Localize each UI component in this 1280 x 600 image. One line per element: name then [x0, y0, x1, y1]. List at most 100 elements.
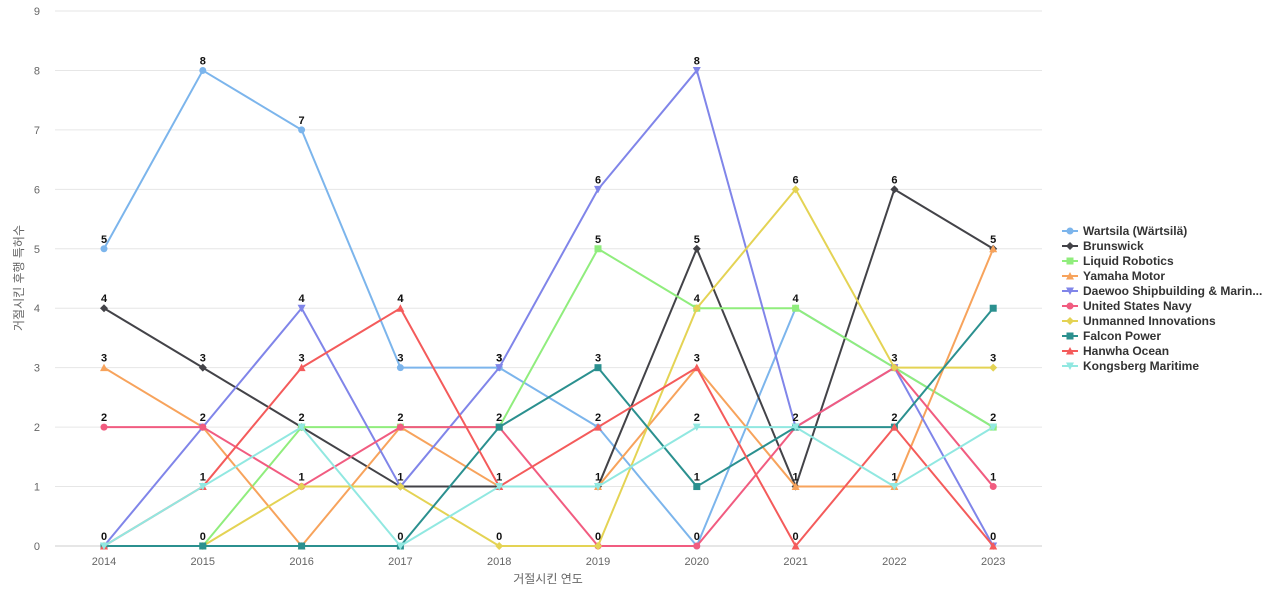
data-label: 3: [496, 353, 502, 365]
legend-label: Falcon Power: [1083, 329, 1161, 343]
data-label: 2: [299, 412, 305, 424]
data-point: [692, 363, 701, 372]
legend-marker: [1066, 242, 1074, 250]
data-point: [495, 483, 504, 491]
x-tick-label: 2017: [388, 556, 412, 568]
data-label: 3: [101, 353, 107, 365]
y-tick-label: 9: [34, 6, 40, 18]
data-point: [989, 483, 997, 491]
data-point: [100, 542, 108, 550]
data-label: 1: [990, 472, 996, 484]
data-point: [396, 364, 404, 372]
data-label: 6: [595, 174, 601, 186]
data-label: 4: [101, 293, 108, 305]
legend-marker: [1066, 332, 1074, 340]
data-label: 5: [990, 234, 996, 246]
data-point: [297, 363, 306, 372]
data-point: [693, 483, 701, 491]
x-tick-label: 2021: [783, 556, 807, 568]
data-label: 3: [397, 353, 403, 365]
legend-marker: [1066, 227, 1074, 235]
grid-lines: [55, 10, 1042, 547]
legend-marker: [1066, 362, 1074, 370]
x-tick-label: 2015: [191, 556, 215, 568]
data-point: [495, 423, 503, 431]
y-tick-label: 8: [34, 65, 40, 77]
data-point: [100, 363, 108, 372]
legend-marker: [1066, 272, 1074, 280]
legend-item[interactable]: Unmanned Innovations: [1062, 314, 1216, 328]
legend-label: United States Navy: [1083, 299, 1192, 313]
data-label: 1: [891, 472, 897, 484]
series-line: [104, 307, 994, 547]
data-point: [100, 423, 108, 431]
data-point: [890, 483, 899, 491]
data-point: [890, 185, 899, 194]
data-point: [890, 423, 899, 431]
legend-label: Daewoo Shipbuilding & Marin...: [1083, 284, 1262, 298]
data-label: 2: [496, 412, 502, 424]
legend-item[interactable]: United States Navy: [1062, 299, 1192, 313]
legend-item[interactable]: Brunswick: [1062, 239, 1144, 253]
data-point: [792, 304, 800, 312]
y-axis-title: 거절시킨 후행 특허수: [11, 225, 26, 331]
data-label: 1: [595, 472, 601, 484]
legend-item[interactable]: Falcon Power: [1062, 329, 1161, 343]
data-label: 6: [891, 174, 897, 186]
data-point: [297, 304, 306, 313]
y-tick-label: 0: [34, 541, 40, 553]
legend-item[interactable]: Liquid Robotics: [1062, 254, 1174, 268]
legend-label: Yamaha Motor: [1083, 269, 1165, 283]
x-tick-label: 2019: [586, 556, 610, 568]
y-tick-label: 2: [34, 422, 40, 434]
data-label: 5: [101, 234, 107, 246]
data-point: [594, 423, 602, 431]
data-point: [396, 304, 405, 312]
data-point: [594, 483, 602, 491]
data-point: [693, 542, 701, 550]
data-label: 4: [694, 293, 701, 305]
legend-item[interactable]: Daewoo Shipbuilding & Marin...: [1062, 284, 1262, 298]
data-point: [989, 244, 998, 253]
legend-label: Hanwha Ocean: [1083, 344, 1169, 358]
data-point: [594, 185, 602, 194]
data-point: [692, 244, 701, 253]
data-point: [297, 482, 306, 491]
data-label: 3: [299, 353, 305, 365]
data-point: [791, 423, 800, 432]
data-label: 4: [793, 293, 800, 305]
data-label: 5: [595, 234, 601, 246]
data-label: 0: [793, 531, 799, 543]
x-tick-label: 2022: [882, 556, 906, 568]
y-tick-label: 5: [34, 244, 40, 256]
data-label: 4: [299, 293, 306, 305]
data-point: [594, 245, 602, 253]
data-label: 2: [793, 412, 799, 424]
legend-label: Liquid Robotics: [1083, 254, 1174, 268]
y-tick-label: 3: [34, 363, 40, 375]
series-line: [104, 188, 994, 547]
data-label: 0: [990, 531, 996, 543]
data-label: 7: [299, 115, 305, 127]
x-axis-title: 거절시킨 연도: [513, 572, 583, 586]
data-point: [100, 304, 108, 313]
data-label: 6: [793, 174, 799, 186]
data-label: 1: [299, 472, 305, 484]
legend-label: Brunswick: [1083, 239, 1144, 253]
legend-item[interactable]: Yamaha Motor: [1062, 269, 1165, 283]
data-label: 2: [990, 412, 996, 424]
legend-item[interactable]: Kongsberg Maritime: [1062, 359, 1199, 373]
series-line: [103, 426, 994, 547]
data-label: 0: [595, 531, 601, 543]
legend-item[interactable]: Hanwha Ocean: [1062, 344, 1169, 358]
data-point: [396, 482, 405, 491]
data-point: [198, 363, 207, 372]
data-label: 2: [694, 412, 700, 424]
legend-item[interactable]: Wartsila (Wärtsilä): [1062, 224, 1187, 238]
data-label: 0: [496, 531, 502, 543]
data-point: [791, 482, 800, 491]
legend-marker: [1066, 347, 1074, 355]
data-point: [297, 423, 306, 432]
series-lines: [100, 66, 998, 550]
